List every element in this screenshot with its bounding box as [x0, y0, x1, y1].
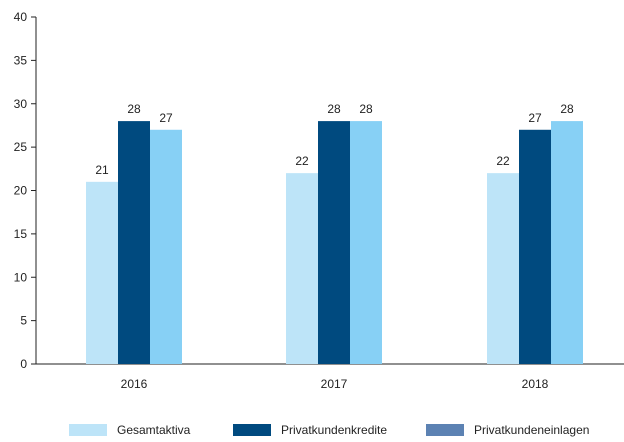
data-label: 28: [327, 102, 341, 116]
bar-privatkundeneinlagen-2016: [150, 129, 182, 364]
y-tick-label: 25: [14, 140, 28, 154]
data-label: 28: [127, 102, 141, 116]
data-label: 21: [95, 163, 109, 177]
data-labels: 21 28 27 22 28 28 22 27 28: [95, 102, 574, 177]
bar-gesamtaktiva-2018: [487, 173, 519, 364]
x-tick-label: 2017: [321, 377, 348, 391]
data-label: 22: [295, 154, 309, 168]
bar-privatkundeneinlagen-2018: [551, 121, 583, 364]
y-tick-label: 0: [20, 357, 27, 371]
data-label: 27: [159, 111, 173, 125]
y-tick-label: 40: [14, 10, 28, 24]
bar-gesamtaktiva-2016: [86, 181, 118, 364]
data-label: 28: [560, 102, 574, 116]
legend-label: Gesamtaktiva: [117, 423, 191, 437]
data-label: 28: [359, 102, 373, 116]
y-tick-label: 30: [14, 97, 28, 111]
legend: Gesamtaktiva Privatkundenkredite Privatkun…: [69, 423, 589, 437]
bar-privatkundenkredite-2018: [519, 129, 551, 364]
y-tick-label: 10: [14, 270, 28, 284]
data-label: 27: [528, 111, 542, 125]
legend-label: Privatkundeneinlagen: [474, 423, 589, 437]
bar-privatkundenkredite-2016: [118, 121, 150, 364]
y-axis: 0 5 10 15 20 25 30 35 40: [14, 10, 37, 371]
y-tick-label: 5: [20, 314, 27, 328]
bar-gesamtaktiva-2017: [286, 173, 318, 364]
legend-swatch: [69, 424, 107, 436]
legend-swatch: [233, 424, 271, 436]
bar-series: [86, 121, 583, 364]
bar-privatkundeneinlagen-2017: [350, 121, 382, 364]
y-tick-label: 20: [14, 184, 28, 198]
x-tick-label: 2018: [522, 377, 549, 391]
data-label: 22: [496, 154, 510, 168]
legend-label: Privatkundenkredite: [281, 423, 387, 437]
bar-privatkundenkredite-2017: [318, 121, 350, 364]
x-tick-label: 2016: [121, 377, 148, 391]
legend-swatch: [426, 424, 464, 436]
y-tick-label: 15: [14, 227, 28, 241]
x-axis: 2016 2017 2018: [36, 363, 624, 391]
y-tick-label: 35: [14, 53, 28, 67]
